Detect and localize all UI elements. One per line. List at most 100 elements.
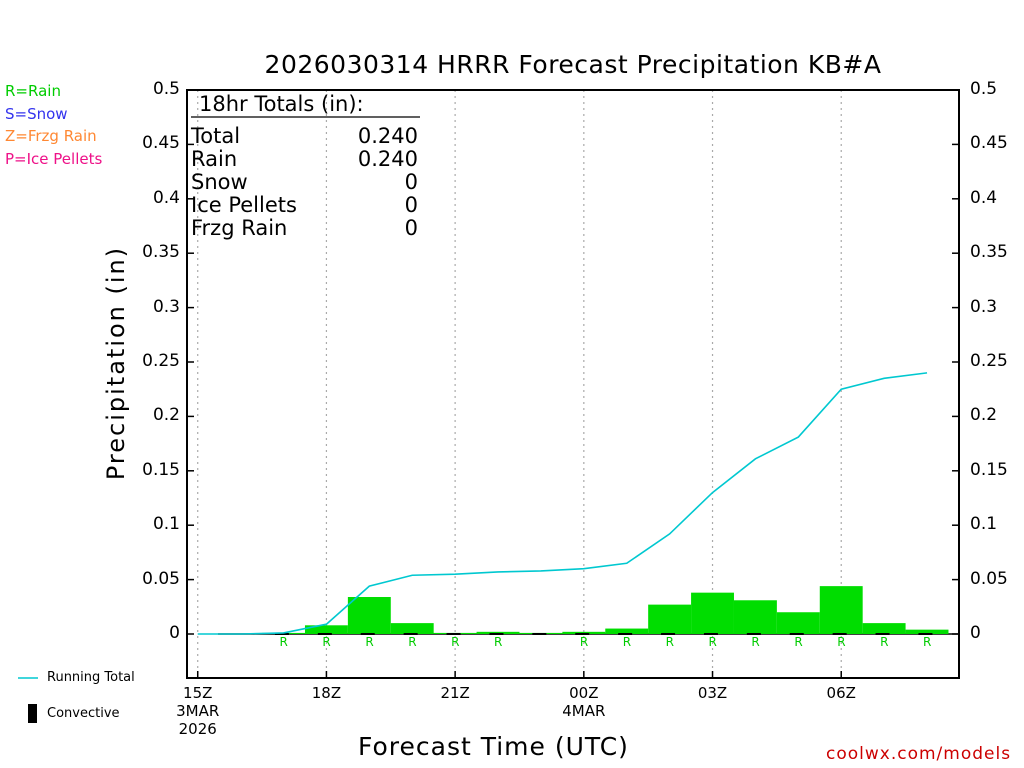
convective-marker (403, 633, 418, 635)
ptype-key-item: R=Rain (5, 82, 61, 100)
y-tick-label-left: 0.15 (142, 459, 180, 480)
totals-header: 18hr Totals (in): (199, 92, 364, 116)
legend-convective-label: Convective (47, 706, 120, 721)
ptype-key-item: Z=Frzg Rain (5, 127, 97, 145)
convective-marker (832, 633, 847, 635)
convective-marker (875, 633, 890, 635)
convective-marker (746, 633, 761, 635)
precip-bar (347, 597, 391, 634)
convective-marker (360, 633, 375, 635)
x-tick-label: 4MAR (562, 702, 606, 720)
credit-link[interactable]: coolwx.com/models (826, 744, 1012, 764)
y-tick-label-right: 0.35 (970, 242, 1008, 263)
ptype-label: R (279, 635, 288, 649)
precip-bar (905, 629, 949, 634)
totals-row-label: Frzg Rain (191, 216, 288, 240)
totals-row-label: Snow (191, 170, 248, 194)
totals-row-value: 0.240 (357, 147, 418, 171)
x-axis-title: Forecast Time (UTC) (358, 732, 629, 761)
precip-bar (476, 631, 520, 634)
convective-marker (575, 633, 590, 635)
y-tick-label-left: 0.45 (142, 133, 180, 154)
precip-bar (862, 623, 906, 634)
x-tick-label: 03Z (697, 684, 728, 702)
y-tick-label-right: 0.15 (970, 459, 1008, 480)
y-tick-label-right: 0.1 (970, 514, 998, 535)
ptype-label: R (837, 635, 846, 649)
convective-marker (661, 633, 676, 635)
ptype-label: R (665, 635, 674, 649)
y-tick-label-right: 0.4 (970, 187, 998, 208)
x-tick-label: 15Z (183, 684, 213, 702)
y-tick-label-left: 0.5 (152, 79, 180, 99)
precip-bar (605, 628, 649, 634)
convective-marker (317, 633, 332, 635)
convective-marker (618, 633, 633, 635)
ptype-label: R (579, 635, 589, 649)
totals-row-label: Rain (191, 147, 238, 171)
convective-marker (703, 633, 718, 635)
y-tick-label-left: 0.1 (152, 514, 180, 535)
ptype-label: R (451, 635, 460, 649)
totals-row-value: 0 (404, 170, 418, 194)
running-total-polyline (197, 372, 928, 635)
y-tick-label-left: 0.25 (142, 351, 180, 371)
precip-bar (776, 612, 820, 634)
chart-title: 2026030314 HRRR Forecast Precipitation K… (264, 50, 882, 79)
y-tick-label-right: 0.2 (970, 405, 998, 426)
convective-marker (489, 633, 504, 635)
y-tick-label-right: 0.45 (970, 133, 1008, 154)
precip-bar (562, 631, 606, 634)
ptype-label: R (794, 635, 803, 649)
y-tick-label-right: 0.5 (970, 79, 998, 99)
totals-row-value: 0.240 (357, 124, 418, 148)
totals-row-value: 0 (404, 193, 418, 217)
ptype-label: R (322, 635, 331, 649)
ptype-label: R (494, 635, 503, 649)
precip-bar (819, 586, 863, 634)
y-tick-label-left: 0.4 (152, 187, 180, 208)
y-tick-label-left: 0.3 (152, 296, 180, 317)
precip-bars (262, 586, 949, 635)
ptype-label: R (622, 635, 632, 649)
ptype-key-item: S=Snow (5, 104, 68, 123)
ptype-label: R (365, 635, 374, 649)
totals-row-label: Total (191, 124, 241, 148)
convective-marker (918, 633, 933, 635)
running-total-line (197, 372, 928, 635)
x-tick-label: 3MAR (176, 702, 220, 720)
totals-row-value: 0 (404, 216, 418, 240)
convective-marker (532, 633, 547, 635)
y-tick-label-left: 0.2 (152, 405, 180, 426)
x-tick-label: 2026 (178, 720, 217, 738)
y-tick-label-right: 0.25 (970, 351, 1008, 371)
precip-bar (390, 623, 434, 634)
legend-convective-swatch (28, 704, 37, 723)
y-tick-label-right: 0 (970, 623, 981, 643)
ptype-label: R (923, 635, 932, 649)
precip-bar (733, 600, 777, 634)
convective-marker (446, 633, 461, 635)
y-tick-label-left: 0 (169, 623, 180, 643)
ptype-label: R (708, 635, 717, 649)
precip-bar (691, 592, 734, 634)
convective-marker (274, 633, 289, 635)
x-tick-label: 21Z (440, 684, 470, 702)
y-tick-label-left: 0.35 (142, 242, 180, 263)
y-tick-label-left: 0.05 (142, 568, 180, 589)
axes (18, 89, 960, 723)
ptype-label: R (880, 635, 889, 649)
legend-running-total-label: Running Total (47, 670, 135, 685)
precip-bar (648, 604, 692, 634)
plot-frame (186, 89, 960, 679)
precip-bar (304, 625, 348, 634)
ptype-label: R (408, 635, 417, 649)
totals-row-label: Ice Pellets (191, 193, 297, 217)
convective-marker (789, 633, 804, 635)
y-tick-label-right: 0.3 (970, 296, 998, 317)
x-tick-label: 06Z (826, 684, 856, 702)
ptype-label: R (751, 635, 760, 649)
y-tick-label-right: 0.05 (970, 568, 1008, 589)
ptype-key-item: P=Ice Pellets (5, 149, 103, 168)
